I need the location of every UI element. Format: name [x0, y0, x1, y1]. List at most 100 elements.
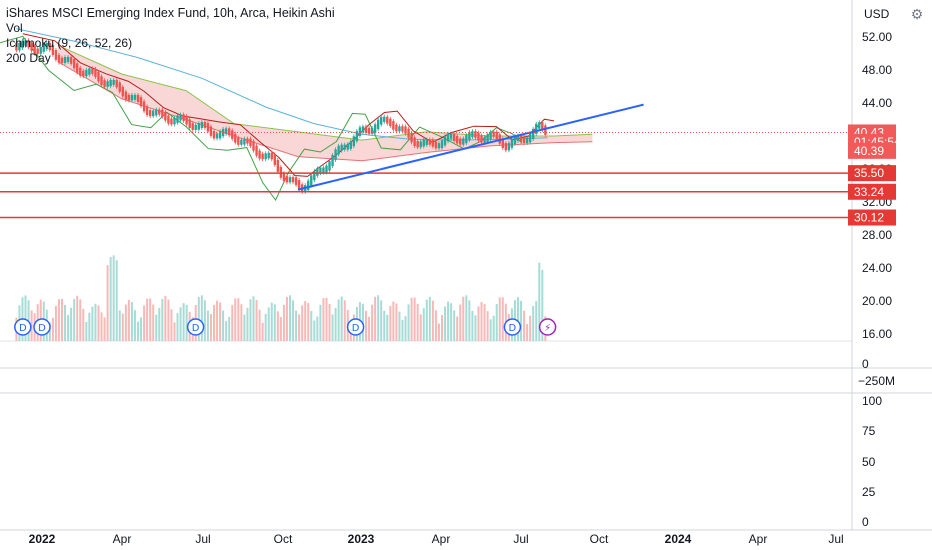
volume-bar [103, 317, 106, 341]
candle-body [380, 117, 383, 125]
volume-bar [240, 304, 243, 341]
candle-body [155, 109, 158, 116]
volume-bar [489, 319, 492, 341]
volume-bar [100, 312, 103, 341]
candle-body [51, 45, 55, 55]
volume-bar [398, 311, 401, 341]
volume-bar [94, 303, 97, 341]
volume-bar [447, 301, 450, 341]
candle-body [294, 177, 298, 185]
candle-body [136, 94, 140, 103]
volume-bar [91, 306, 94, 341]
currency-label[interactable]: USD [864, 7, 890, 21]
candle-body [358, 127, 362, 136]
volume-bar [24, 295, 27, 341]
volume-bar [428, 296, 431, 341]
candle-body [501, 138, 504, 148]
volume-bar [185, 304, 188, 341]
volume-bar [170, 309, 173, 341]
split-event-icon[interactable]: ⚡ [538, 318, 557, 336]
candle-body [179, 114, 182, 121]
volume-bar [465, 295, 468, 341]
candle-body [407, 128, 410, 138]
candle-body [349, 141, 352, 149]
candle-body [228, 128, 231, 136]
dividend-event-icon[interactable]: D [346, 318, 365, 336]
candle-body [465, 135, 468, 144]
volume-bar [57, 299, 60, 341]
candle-body [145, 106, 149, 116]
settings-icon[interactable]: ⚙ [910, 6, 924, 22]
volume-bar [483, 303, 486, 341]
candle-body [474, 131, 477, 138]
candle-body [364, 126, 368, 133]
x-tick-label: 2024 [665, 532, 692, 546]
candle-body [21, 40, 24, 48]
volume-bar [459, 304, 462, 341]
legend-title: iShares MSCI Emerging Index Fund, 10h, A… [6, 6, 335, 20]
candle-body [39, 46, 42, 54]
candle-body [328, 161, 331, 171]
candle-body [191, 123, 194, 130]
volume-bar [416, 303, 419, 341]
volume-bar [137, 321, 139, 341]
legend-item-200-day[interactable]: 200 Day [6, 51, 51, 65]
candle-body [218, 131, 222, 139]
volume-bar [67, 315, 70, 341]
candle-body [504, 143, 508, 151]
legend-item-ichimoku[interactable]: Ichimoku (9, 26, 52, 26) [6, 36, 133, 50]
candle-body [322, 167, 325, 173]
volume-bar [255, 299, 258, 341]
volume-bar [140, 317, 143, 341]
volume-bar [152, 304, 155, 341]
candle-body [112, 79, 115, 85]
x-tick-label: Apr [749, 532, 768, 546]
dividend-event-icon[interactable]: D [186, 318, 205, 336]
candle-body [267, 152, 270, 159]
candle-body [85, 69, 88, 77]
volume-bar [279, 317, 282, 341]
volume-bar [243, 314, 246, 341]
volume-bar [295, 310, 298, 341]
svg-text:D: D [192, 323, 200, 334]
dividend-event-icon[interactable]: D [503, 318, 522, 336]
candle-body [103, 80, 106, 87]
volume-bar [401, 319, 404, 341]
x-tick-label: Jul [828, 532, 843, 546]
candle-body [456, 135, 459, 144]
svg-text:⚡: ⚡ [544, 323, 551, 334]
candle-body [57, 54, 61, 63]
candle-body [124, 91, 128, 100]
volume-bar [419, 314, 422, 341]
volume-bar [492, 315, 495, 341]
candle-body [152, 110, 155, 117]
candle-body [386, 116, 389, 124]
volume-axis-label: 0 [862, 357, 869, 371]
candle-body [389, 118, 392, 127]
candle-body [27, 40, 30, 48]
candle-body [346, 143, 349, 150]
candle-body [361, 126, 365, 133]
volume-bar [422, 308, 425, 341]
candle-body [63, 57, 67, 64]
oscillator-axis-label: 0 [862, 515, 869, 529]
dividend-event-icon[interactable]: D [14, 318, 32, 336]
volume-bar [209, 314, 212, 341]
volume-layer [15, 255, 547, 341]
candle-body [185, 115, 188, 125]
volume-bar [282, 304, 285, 341]
volume-bar [517, 297, 519, 341]
candle-body [270, 152, 273, 160]
candle-body [224, 128, 228, 134]
candle-body [459, 138, 462, 145]
candle-body [437, 143, 441, 149]
volume-bar [389, 305, 392, 341]
candle-body [69, 56, 73, 64]
volume-bar [82, 308, 85, 341]
candle-body [252, 141, 255, 151]
trendline[interactable] [297, 103, 644, 191]
legend-item-vol[interactable]: Vol [6, 21, 23, 35]
volume-bar [453, 310, 456, 341]
dividend-event-icon[interactable]: D [33, 318, 51, 336]
